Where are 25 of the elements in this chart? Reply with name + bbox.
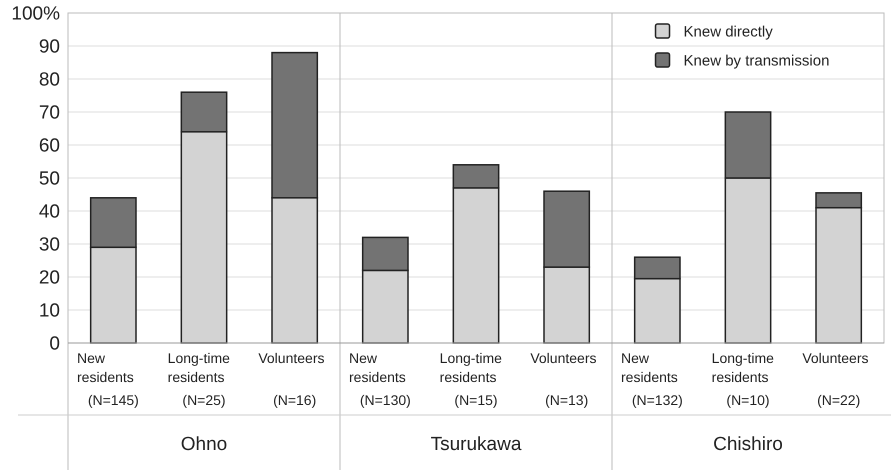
x-tick-label: Long-time residents (N=25) [168,350,230,408]
y-tick-label: 30 [38,234,60,256]
category-label: Volunteers (N=16) [258,350,325,408]
y-tick-label: 60 [38,136,60,157]
text: Ohno [180,434,228,455]
category-label: Volunteers (N=13) [530,350,597,408]
y-tick-label: 100% [11,4,60,25]
y-tick-label: 20 [38,268,60,289]
x-tick-label: Long-time residents (N=15) [440,350,502,408]
y-tick-label: 10 [38,300,60,322]
x-tick-label: New residents (N=145) [77,350,139,408]
y-tick-label: 70 [38,102,60,124]
y-tick-label: 50 [38,168,60,190]
y-tick-label: 0 [49,334,60,355]
text: Tsurukawa [430,434,522,455]
y-tick-label: 40 [38,202,60,223]
y-tick-label: 90 [38,36,60,58]
x-tick-label: New residents (N=130) [349,350,411,408]
x-tick-label: New residents (N=132) [621,350,683,408]
x-tick-label: Long-time residents (N=10) [712,350,774,408]
category-label: Volunteers (N=22) [802,350,869,408]
text: Chishiro [713,434,783,455]
y-tick-label: 80 [38,70,60,91]
legend-label: Knew directly [684,23,774,40]
legend-label: Knew by transmission [684,52,830,70]
